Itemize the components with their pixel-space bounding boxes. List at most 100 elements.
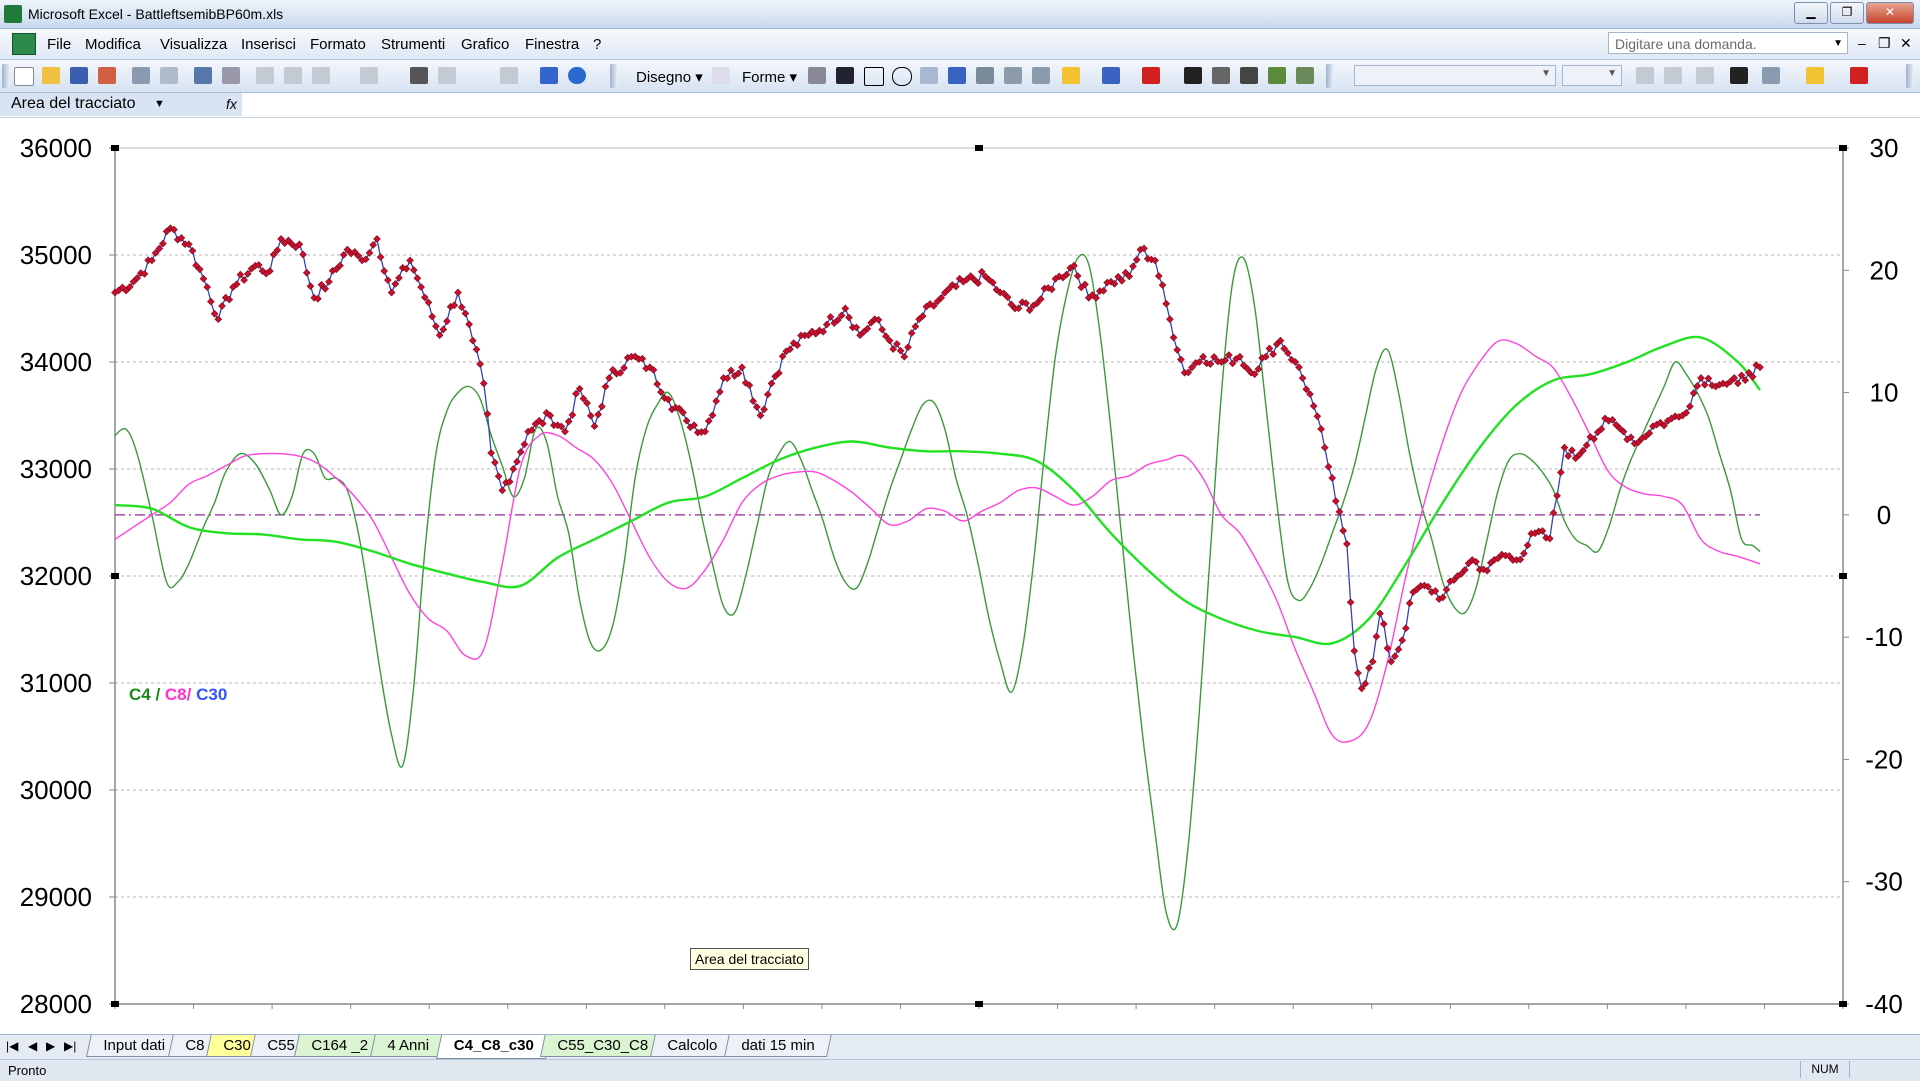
sheet-tab-c4-c8-c30[interactable]: C4_C8_c30 [436, 1035, 552, 1059]
line-style-icon[interactable] [1184, 67, 1202, 84]
drawing-menu-button[interactable]: Disegno ▾ [636, 69, 703, 86]
chart-element-box[interactable]: Area del tracciato ▼ fx [0, 93, 242, 116]
selection-handle[interactable] [975, 1001, 983, 1007]
new-document-icon[interactable] [14, 67, 34, 86]
chart-legend[interactable]: C4 / C8/ C30 [129, 685, 227, 704]
autosum-icon[interactable] [438, 67, 456, 84]
help-icon[interactable] [568, 67, 586, 84]
font-size-combo[interactable]: ▼ [1562, 65, 1622, 86]
chevron-down-icon[interactable]: ▼ [1833, 38, 1843, 49]
chevron-down-icon[interactable]: ▼ [1607, 68, 1617, 79]
fill-color-icon[interactable] [1062, 67, 1080, 84]
menu-file[interactable]: File [47, 36, 72, 53]
borders-icon[interactable] [1762, 67, 1780, 84]
sheet-tab-label: 4 Anni [387, 1037, 430, 1054]
sort-icon[interactable] [500, 67, 518, 84]
menu-modifica[interactable]: Modifica [85, 36, 141, 53]
plot-area-selection-handles[interactable] [111, 145, 1847, 1007]
close-button[interactable]: ✕ [1866, 2, 1914, 24]
fill-color-icon-2[interactable] [1806, 67, 1824, 84]
sheet-tab-dati-15-min[interactable]: dati 15 min [724, 1035, 833, 1057]
line-icon[interactable] [808, 67, 826, 84]
prev-sheet-button[interactable]: ◀ [28, 1039, 38, 1053]
last-sheet-button[interactable]: ▶| [64, 1039, 77, 1053]
diagram-icon[interactable] [976, 67, 994, 84]
chart-wizard-icon[interactable] [540, 67, 558, 84]
save-icon[interactable] [70, 67, 88, 84]
wordart-icon[interactable] [948, 67, 966, 84]
selection-handle[interactable] [1839, 1001, 1847, 1007]
dash-style-icon[interactable] [1212, 67, 1230, 84]
chevron-down-icon[interactable]: ▼ [154, 98, 165, 110]
undo-icon[interactable] [360, 67, 378, 84]
series-line-c8[interactable] [114, 339, 1761, 743]
toolbar-grip[interactable] [2, 64, 10, 88]
font-color-icon-2[interactable] [1850, 67, 1868, 84]
sheet-tab-calcolo[interactable]: Calcolo [650, 1035, 735, 1057]
selection-handle[interactable] [111, 145, 119, 151]
copy-icon[interactable] [284, 67, 302, 84]
menu-help[interactable]: ? [593, 36, 602, 53]
picture-icon[interactable] [1032, 67, 1050, 84]
bold-icon[interactable] [1636, 67, 1654, 84]
align-icon[interactable] [1696, 67, 1714, 84]
workbook-icon[interactable] [12, 33, 36, 55]
price-line[interactable] [114, 227, 1761, 690]
next-sheet-button[interactable]: ▶ [46, 1039, 56, 1053]
textbox-icon[interactable] [920, 67, 938, 84]
selection-handle[interactable] [975, 145, 983, 151]
font-color-icon[interactable] [1142, 67, 1160, 84]
italic-icon[interactable] [1664, 67, 1682, 84]
open-folder-icon[interactable] [42, 67, 60, 84]
select-objects-icon[interactable] [712, 67, 730, 84]
arrow-style-icon[interactable] [1240, 67, 1258, 84]
ask-question-input[interactable]: Digitare una domanda. ▼ [1608, 32, 1848, 54]
series-line-c30[interactable] [114, 335, 1761, 646]
research-icon[interactable] [222, 67, 240, 84]
price-marker [1228, 359, 1237, 368]
menu-strumenti[interactable]: Strumenti [381, 36, 446, 53]
sheet-tab-4-anni[interactable]: 4 Anni [370, 1035, 447, 1057]
selection-handle[interactable] [1839, 573, 1847, 579]
chart-svg[interactable]: 36000 35000 34000 33000 32000 31000 30000 29000… [0, 118, 1920, 1034]
workbook-close-button[interactable]: ✕ [1900, 35, 1912, 51]
price-marker [195, 265, 204, 274]
minimize-button[interactable]: ▁ [1794, 2, 1828, 24]
selection-handle[interactable] [111, 573, 119, 579]
clipart-icon[interactable] [1004, 67, 1022, 84]
shadow-icon[interactable] [1268, 67, 1286, 84]
menu-inserisci[interactable]: Inserisci [241, 36, 297, 53]
menu-formato[interactable]: Formato [310, 36, 366, 53]
workbook-restore-button[interactable]: ❐ [1878, 35, 1891, 51]
shapes-menu-button[interactable]: Forme ▾ [742, 69, 798, 86]
spelling-icon[interactable] [194, 67, 212, 84]
cut-icon[interactable] [256, 67, 274, 84]
line-color-icon[interactable] [1102, 67, 1120, 84]
rectangle-icon[interactable] [864, 67, 884, 86]
3d-icon[interactable] [1296, 67, 1314, 84]
toolbar-options[interactable] [1906, 64, 1914, 88]
chart-area[interactable]: 36000 35000 34000 33000 32000 31000 30000 29000… [0, 118, 1920, 1034]
sheet-tab-c55-c30-c8[interactable]: C55_C30_C8 [540, 1035, 666, 1057]
print-icon[interactable] [132, 67, 150, 84]
maximize-button[interactable]: ❐ [1830, 2, 1864, 24]
excel-app-icon[interactable] [4, 5, 22, 23]
hyperlink-icon[interactable] [410, 67, 428, 84]
oval-icon[interactable] [892, 67, 912, 86]
menu-grafico[interactable]: Grafico [461, 36, 510, 53]
first-sheet-button[interactable]: |◀ [6, 1039, 19, 1053]
menu-finestra[interactable]: Finestra [525, 36, 580, 53]
selection-handle[interactable] [111, 1001, 119, 1007]
workbook-minimize-button[interactable]: – [1858, 35, 1866, 51]
permission-icon[interactable] [98, 67, 116, 84]
print-preview-icon[interactable] [160, 67, 178, 84]
menu-visualizza[interactable]: Visualizza [160, 36, 228, 53]
series-line-c4[interactable] [114, 253, 1761, 931]
paste-icon[interactable] [312, 67, 330, 84]
font-name-combo[interactable]: ▼ [1354, 65, 1556, 86]
arrow-icon[interactable] [836, 67, 854, 84]
chevron-down-icon[interactable]: ▼ [1541, 68, 1551, 79]
selection-handle[interactable] [1839, 145, 1847, 151]
function-icon[interactable]: fx [226, 96, 237, 112]
euro-icon[interactable] [1730, 67, 1748, 84]
